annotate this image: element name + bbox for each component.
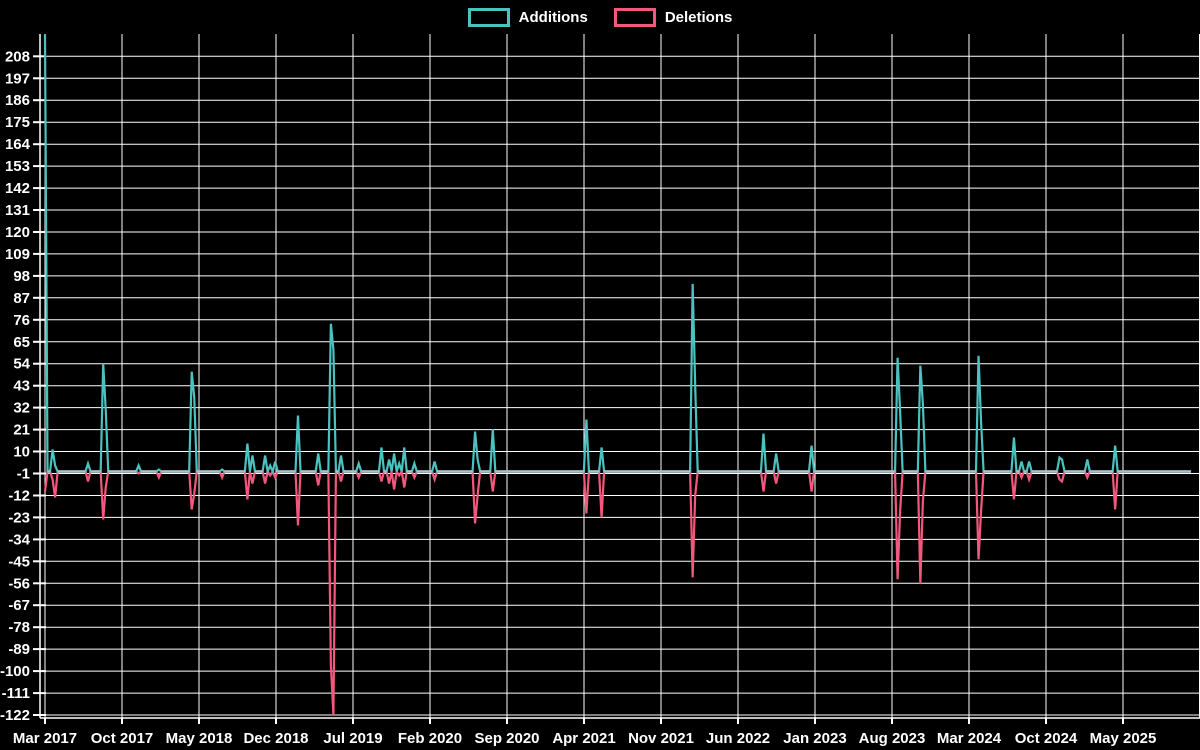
deletions-swatch-icon (613, 8, 656, 27)
legend-item-additions[interactable]: Additions (467, 8, 588, 27)
svg-text:-23: -23 (8, 509, 30, 526)
svg-text:May 2025: May 2025 (1090, 730, 1157, 747)
y-tick-labels: 208 197 186 175 164 153 142 131 120 109 98 87 76 65 54… (0, 48, 31, 724)
svg-text:186: 186 (5, 92, 30, 109)
svg-text:76: 76 (13, 312, 30, 329)
svg-text:197: 197 (5, 70, 30, 87)
legend-label-additions: Additions (518, 9, 588, 26)
svg-text:-56: -56 (8, 575, 30, 592)
axis-lines (39, 34, 1200, 719)
legend-label-deletions: Deletions (664, 9, 733, 26)
svg-text:Oct 2017: Oct 2017 (91, 730, 154, 747)
svg-text:109: 109 (5, 246, 30, 263)
svg-text:10: 10 (13, 444, 30, 461)
svg-text:43: 43 (13, 378, 30, 395)
svg-text:Mar 2017: Mar 2017 (13, 730, 77, 747)
svg-text:May 2018: May 2018 (166, 730, 233, 747)
svg-text:-34: -34 (8, 531, 30, 548)
svg-text:Feb 2020: Feb 2020 (398, 730, 462, 747)
svg-text:98: 98 (13, 268, 30, 285)
svg-text:Dec 2018: Dec 2018 (243, 730, 308, 747)
svg-text:-67: -67 (8, 597, 30, 614)
svg-text:Apr 2021: Apr 2021 (552, 730, 615, 747)
svg-text:120: 120 (5, 224, 30, 241)
svg-text:-122: -122 (0, 707, 30, 724)
svg-text:32: 32 (13, 400, 30, 417)
svg-text:164: 164 (5, 136, 31, 153)
svg-text:-100: -100 (0, 663, 30, 680)
svg-text:-1: -1 (17, 466, 30, 483)
svg-text:Oct 2024: Oct 2024 (1015, 730, 1078, 747)
x-tick-labels: Mar 2017 Oct 2017 May 2018 Dec 2018 Jul 2019… (13, 718, 1156, 747)
svg-text:-45: -45 (8, 553, 30, 570)
additions-swatch-icon (467, 8, 510, 27)
svg-text:Mar 2024: Mar 2024 (937, 730, 1002, 747)
svg-text:54: 54 (13, 356, 30, 373)
svg-text:175: 175 (5, 114, 30, 131)
deletions-line (43, 468, 1192, 716)
y-gridlines (33, 55, 1200, 716)
svg-text:Sep 2020: Sep 2020 (474, 730, 539, 747)
svg-text:-111: -111 (2, 685, 30, 702)
svg-text:-78: -78 (8, 619, 30, 636)
svg-text:Jan 2023: Jan 2023 (783, 730, 846, 747)
svg-text:-12: -12 (8, 488, 30, 505)
svg-text:153: 153 (5, 158, 30, 175)
svg-text:142: 142 (5, 180, 30, 197)
svg-text:-89: -89 (8, 641, 30, 658)
svg-text:Nov 2021: Nov 2021 (628, 730, 694, 747)
svg-text:Aug 2023: Aug 2023 (859, 730, 926, 747)
svg-text:131: 131 (5, 202, 30, 219)
svg-text:Jun 2022: Jun 2022 (706, 730, 770, 747)
svg-text:65: 65 (13, 334, 30, 351)
svg-text:87: 87 (13, 290, 30, 307)
svg-text:208: 208 (5, 48, 30, 65)
x-gridlines (44, 34, 1200, 718)
legend-item-deletions[interactable]: Deletions (613, 8, 733, 27)
svg-text:21: 21 (13, 422, 30, 439)
chart-legend: Additions Deletions (0, 8, 1200, 27)
svg-text:Jul 2019: Jul 2019 (323, 730, 382, 747)
